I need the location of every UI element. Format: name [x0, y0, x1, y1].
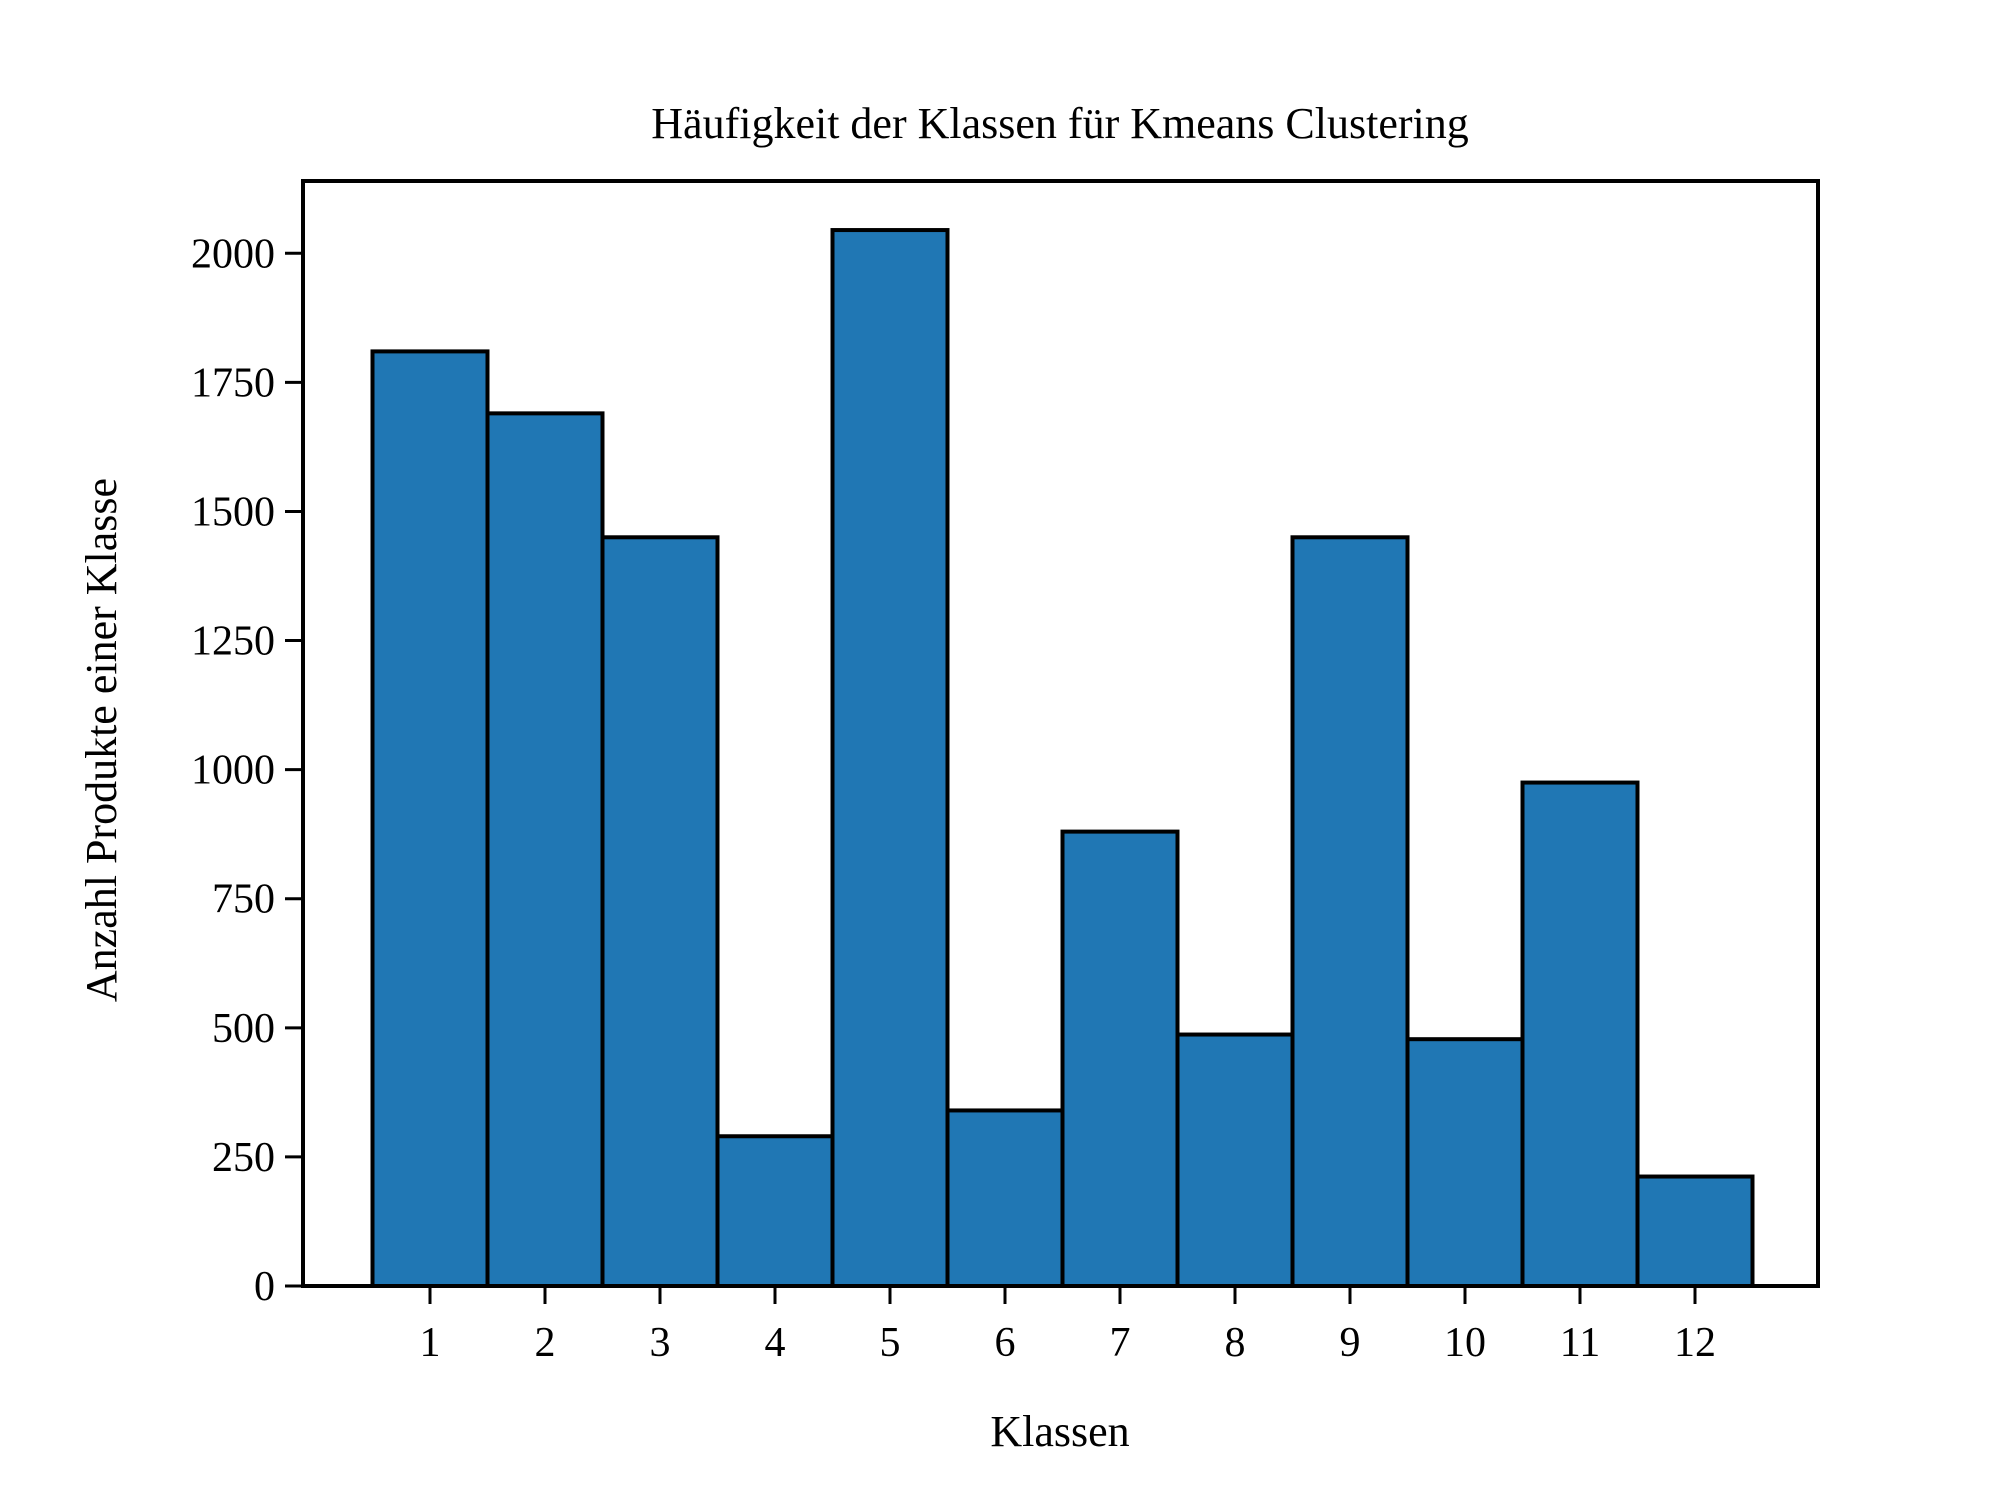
bar-class-1 [370, 349, 490, 1288]
y-axis: 0 250 500 750 1000 1250 1500 1750 2000 [191, 231, 303, 1310]
x-axis: 1 2 3 4 5 6 7 8 9 10 11 12 [420, 1286, 1716, 1366]
x-tick-label: 2 [535, 1320, 556, 1366]
y-tick-label: 500 [212, 1006, 275, 1052]
y-tick-label: 1500 [191, 489, 275, 535]
bar-class-12 [1635, 1174, 1755, 1289]
y-tick-label: 250 [212, 1135, 275, 1181]
x-tick-label: 11 [1560, 1320, 1600, 1366]
x-tick-label: 3 [650, 1320, 671, 1366]
bar-class-9 [1290, 535, 1410, 1288]
y-tick-label: 750 [212, 877, 275, 923]
x-tick-label: 5 [880, 1320, 901, 1366]
bar-class-10 [1405, 1037, 1525, 1289]
bar-class-11 [1520, 780, 1640, 1288]
y-tick-label: 1000 [191, 748, 275, 794]
x-tick-label: 7 [1110, 1320, 1131, 1366]
bar-class-4 [715, 1134, 835, 1288]
bar-class-7 [1060, 829, 1180, 1288]
y-axis-label: Anzahl Produkte einer Klasse [77, 478, 126, 1002]
x-tick-label: 6 [995, 1320, 1016, 1366]
bar-class-5 [830, 228, 950, 1289]
x-tick-label: 8 [1225, 1320, 1246, 1366]
x-tick-label: 9 [1340, 1320, 1361, 1366]
bar-class-6 [945, 1108, 1065, 1288]
bar-class-8 [1175, 1032, 1295, 1288]
bars-group [370, 228, 1755, 1289]
y-tick-label: 1250 [191, 619, 275, 665]
x-tick-label: 1 [420, 1320, 441, 1366]
x-tick-label: 10 [1444, 1320, 1486, 1366]
y-tick-label: 1750 [191, 360, 275, 406]
y-tick-label: 0 [254, 1264, 275, 1310]
x-tick-label: 4 [765, 1320, 786, 1366]
plot-frame [301, 179, 1820, 1288]
y-tick-label: 2000 [191, 231, 275, 277]
bar-class-3 [600, 535, 720, 1288]
chart-title: Häufigkeit der Klassen für Kmeans Cluste… [651, 99, 1468, 148]
x-axis-label: Klassen [990, 1407, 1129, 1456]
x-tick-label: 12 [1674, 1320, 1716, 1366]
bar-class-2 [485, 411, 605, 1288]
